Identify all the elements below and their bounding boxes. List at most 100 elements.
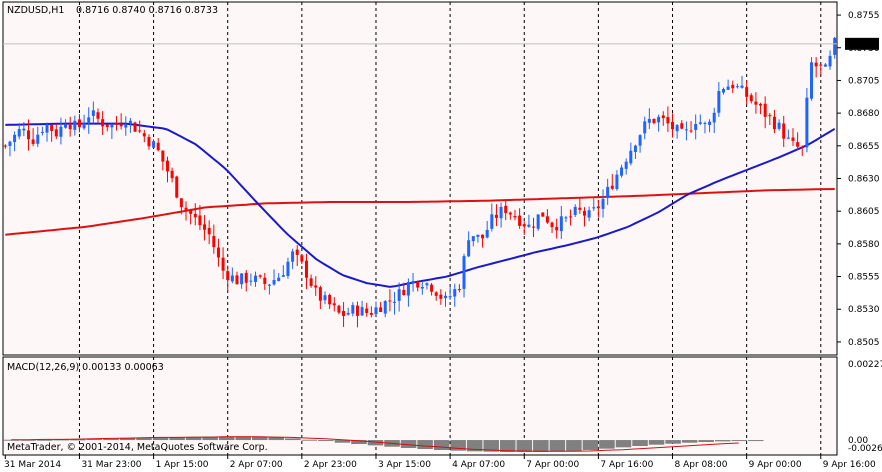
candle-body — [684, 129, 688, 131]
y-tick-label: 0.8580 — [848, 240, 880, 250]
candle-body — [31, 139, 35, 144]
candle-body — [272, 279, 276, 285]
candle-body — [777, 122, 781, 129]
x-tick-label: 2 Apr 23:00 — [304, 460, 357, 470]
candle-body — [828, 55, 832, 67]
candle-body — [499, 207, 503, 219]
macd-histogram-bar — [599, 440, 615, 449]
fast-moving-average — [5, 122, 836, 288]
y-tick-label: 0.8630 — [848, 175, 880, 185]
candle-body — [624, 161, 628, 169]
macd-histogram-bar — [681, 440, 698, 443]
candle-body — [559, 216, 563, 232]
macd-y-tick-label: 0.00227 — [848, 360, 882, 370]
candle-body — [221, 257, 225, 271]
candle-body — [40, 131, 44, 133]
macd-signal-path — [11, 436, 739, 452]
macd-histogram-bar — [516, 440, 533, 453]
x-tick-label: 7 Apr 16:00 — [600, 460, 653, 470]
macd-histogram-bar — [533, 440, 549, 453]
macd-histogram-bar — [4, 439, 20, 441]
macd-label: MACD(12,26,9) 0.00133 0.00063 — [7, 362, 164, 373]
candle-body — [791, 137, 795, 141]
macd-histogram-bar — [169, 437, 185, 441]
candle-body — [425, 283, 429, 286]
candle-body — [805, 97, 809, 148]
candle-body — [712, 112, 716, 123]
candle-body — [615, 174, 619, 190]
macd-histogram-bar — [648, 440, 665, 445]
candle-body — [657, 116, 661, 123]
candle-body — [45, 124, 49, 133]
macd-histogram-bar — [86, 439, 103, 441]
candle-body — [717, 91, 721, 113]
candle-body — [698, 122, 702, 124]
candle-body — [212, 236, 216, 248]
price-pane: NZDUSD,H1 0.8716 0.8740 0.8716 0.8733 0.… — [2, 1, 880, 356]
candle-body — [22, 128, 26, 131]
macd-histogram-bar — [20, 439, 37, 441]
candle-body — [740, 85, 744, 88]
candle-body — [179, 198, 183, 208]
candle-body — [351, 305, 355, 314]
candle-body — [267, 284, 271, 286]
y-tick-label: 0.8530 — [848, 305, 880, 315]
candle-body — [193, 213, 197, 218]
macd-histogram-bar — [615, 440, 632, 448]
macd-histogram-bar — [714, 440, 731, 442]
x-tick-label: 2 Apr 07:00 — [230, 460, 283, 470]
candle-body — [823, 64, 827, 67]
candle-body — [541, 212, 545, 217]
candle-body — [675, 125, 679, 132]
candle-body — [59, 126, 63, 137]
candle-body — [258, 275, 262, 277]
candle-body — [198, 215, 202, 226]
candle-body — [513, 216, 517, 218]
candle-body — [759, 103, 763, 106]
candle-body — [138, 130, 142, 132]
candle-body — [467, 240, 471, 257]
macd-histogram-bar — [268, 437, 285, 441]
candlesticks — [3, 36, 837, 328]
candle-body — [240, 273, 244, 285]
y-tick-label: 0.8755 — [848, 11, 880, 21]
candle-body — [133, 122, 137, 132]
candle-body — [578, 207, 582, 210]
macd-histogram-bar — [483, 440, 499, 452]
candle-body — [175, 176, 179, 198]
candle-body — [745, 87, 749, 97]
candle-body — [416, 281, 420, 288]
y-tick-label: 0.8605 — [848, 207, 880, 217]
candle-body — [735, 86, 739, 88]
candle-body — [119, 123, 123, 127]
candle-body — [443, 295, 447, 299]
candle-body — [281, 275, 285, 277]
candle-body — [726, 86, 730, 90]
current-price-tag — [845, 37, 879, 50]
candle-body — [587, 210, 591, 218]
candle-body — [550, 222, 554, 228]
macd-histogram-bar — [566, 440, 582, 452]
candle-body — [532, 226, 536, 228]
candle-body — [754, 101, 758, 105]
candle-body — [768, 115, 772, 117]
candle-body — [434, 292, 438, 296]
candle-body — [749, 95, 753, 102]
candle-body — [689, 130, 693, 132]
candle-body — [731, 84, 735, 89]
macd-gridlines — [78, 357, 822, 455]
x-tick-label: 9 Apr 00:00 — [749, 460, 802, 470]
candle-body — [592, 207, 596, 209]
price-gridlines — [78, 2, 822, 355]
candle-body — [652, 118, 656, 123]
x-tick-label: 7 Apr 00:00 — [526, 460, 579, 470]
candle-body — [629, 150, 633, 164]
x-tick-label: 1 Apr 15:00 — [156, 460, 209, 470]
candle-body — [420, 286, 424, 289]
candle-body — [383, 301, 387, 314]
candle-body — [374, 307, 378, 315]
candle-body — [485, 229, 489, 238]
candle-body — [582, 210, 586, 216]
candle-body — [249, 280, 253, 282]
